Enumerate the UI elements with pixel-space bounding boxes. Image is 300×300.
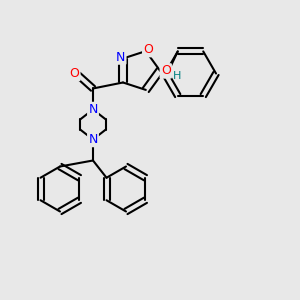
Text: O: O <box>143 43 153 56</box>
Text: H: H <box>173 71 181 81</box>
Text: N: N <box>88 133 98 146</box>
Text: O: O <box>70 67 79 80</box>
Text: O: O <box>161 64 171 77</box>
Text: N: N <box>88 103 98 116</box>
Text: N: N <box>116 50 125 64</box>
